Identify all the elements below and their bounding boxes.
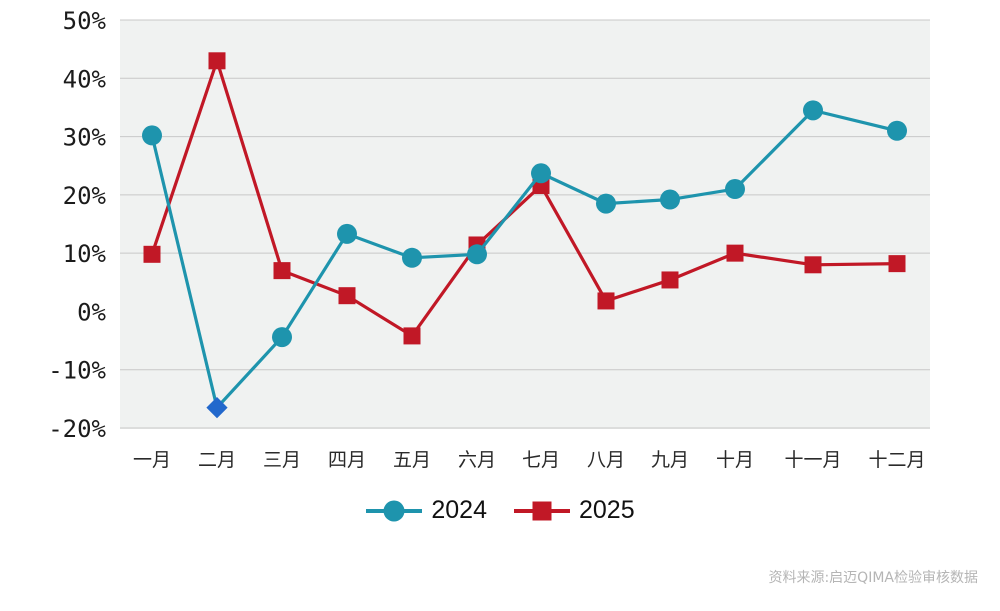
- series-2024: [142, 100, 907, 419]
- data-point-2024-七月[interactable]: [531, 163, 551, 184]
- data-point-2024-三月[interactable]: [272, 327, 292, 348]
- data-point-2025-九月[interactable]: [661, 271, 679, 289]
- x-axis-label: 九月: [651, 449, 689, 471]
- x-axis-label: 二月: [198, 449, 236, 471]
- data-point-2024-六月[interactable]: [467, 244, 487, 265]
- x-axis-label: 三月: [263, 449, 301, 471]
- data-point-2025-四月[interactable]: [338, 287, 356, 305]
- data-point-2025-三月[interactable]: [273, 262, 291, 280]
- y-axis-label: -20%: [48, 415, 106, 443]
- legend-item-2025[interactable]: 2025: [513, 496, 635, 525]
- plot-area: 50% 40% 30% 20% 10% 0% -10% -20% 一月 二月 三月 四月 五月 六月 七月 八…: [48, 7, 930, 471]
- data-point-2025-十二月[interactable]: [888, 255, 906, 273]
- y-axis-label: -10%: [48, 357, 106, 385]
- legend-marker-2024-icon: [366, 500, 423, 521]
- legend-label-2024: 2024: [431, 496, 487, 524]
- series-line-2024: [150, 108, 898, 411]
- y-axis-label: 50%: [63, 7, 107, 35]
- plot-background: [120, 20, 930, 429]
- data-point-2024-五月[interactable]: [402, 247, 422, 268]
- legend: 2024 2025: [0, 496, 1000, 525]
- legend-label-2025: 2025: [579, 496, 635, 524]
- data-point-2024-九月[interactable]: [660, 189, 680, 210]
- y-axis-label: 0%: [77, 298, 106, 326]
- data-point-2025-十月[interactable]: [726, 244, 744, 262]
- data-point-2024-四月[interactable]: [337, 223, 357, 244]
- x-axis-label: 十一月: [784, 449, 841, 471]
- x-axis-label: 四月: [328, 449, 366, 471]
- x-axis-label: 六月: [458, 449, 496, 471]
- data-point-2024-十月[interactable]: [725, 179, 745, 200]
- x-axis-label: 八月: [587, 449, 625, 471]
- data-point-2025-十一月[interactable]: [804, 256, 822, 274]
- data-point-2024-八月[interactable]: [596, 193, 616, 214]
- data-point-2025-一月[interactable]: [143, 245, 161, 263]
- source-note: 资料来源:启迈QIMA检验审核数据: [768, 570, 978, 586]
- data-point-2024-十二月[interactable]: [887, 120, 907, 141]
- data-point-2025-八月[interactable]: [597, 292, 615, 310]
- y-axis-label: 40%: [63, 65, 107, 93]
- x-axis-label: 十月: [716, 449, 754, 471]
- data-point-2025-五月[interactable]: [403, 327, 421, 345]
- x-axis-label: 五月: [393, 449, 431, 471]
- x-axis-label: 一月: [133, 449, 171, 471]
- y-axis-label: 20%: [63, 182, 107, 210]
- x-axis-label: 七月: [522, 449, 560, 471]
- data-point-2024-一月[interactable]: [142, 125, 162, 146]
- y-axis-label: 30%: [63, 124, 107, 152]
- data-point-2025-二月[interactable]: [208, 52, 226, 70]
- data-point-2024-十一月[interactable]: [803, 100, 823, 121]
- x-axis-label: 十二月: [868, 449, 925, 471]
- y-axis-label: 10%: [63, 240, 107, 268]
- legend-item-2024[interactable]: 2024: [365, 496, 487, 525]
- legend-marker-2025-icon: [514, 501, 570, 520]
